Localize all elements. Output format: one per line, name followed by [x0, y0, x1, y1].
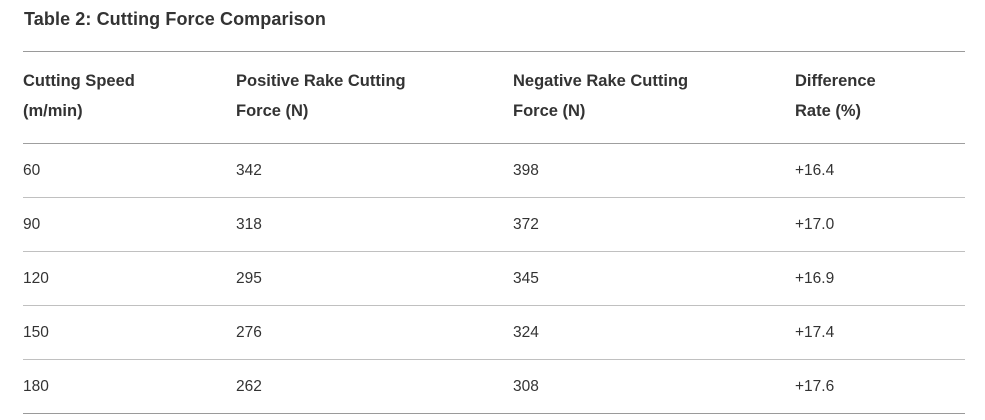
cell-cutting-speed: 120 [23, 251, 236, 306]
cutting-force-table: Cutting Speed (m/min) Positive Rake Cutt… [23, 51, 965, 414]
table-row: 150 276 324 +17.4 [23, 305, 965, 360]
page-title: Table 2: Cutting Force Comparison [24, 9, 326, 29]
cell-negative-force: 345 [513, 251, 795, 306]
cell-negative-force: 398 [513, 162, 539, 179]
cell-difference-rate: +16.4 [795, 162, 835, 179]
table-header-row: Cutting Speed (m/min) Positive Rake Cutt… [23, 51, 965, 144]
table-row: 120 295 345 +16.9 [23, 251, 965, 306]
table-body: 60 342 398 +16.4 90 318 372 +17.0 120 29… [23, 144, 965, 414]
cell-negative-force: 324 [513, 305, 795, 360]
header-cell-cutting-speed: Cutting Speed (m/min) [23, 51, 236, 144]
cell-cutting-speed: 90 [23, 197, 236, 252]
cell-difference-rate: +17.4 [795, 305, 965, 360]
cell-cutting-speed: 180 [23, 359, 236, 414]
header-cell-negative-rake: Negative Rake Cutting Force (N) [513, 51, 795, 144]
cell-negative-force: 372 [513, 197, 795, 252]
cell-positive-force: 295 [236, 251, 513, 306]
cell-difference-rate: +17.6 [795, 359, 965, 414]
cell-cutting-speed: 150 [23, 305, 236, 360]
table-row: 60 342 398 +16.4 [23, 144, 965, 198]
cell-positive-force: 276 [236, 305, 513, 360]
table-row: 90 318 372 +17.0 [23, 197, 965, 252]
cell-positive-force: 342 [236, 162, 262, 179]
header-cell-difference-rate: Difference Rate (%) [795, 51, 965, 144]
cell-positive-force: 318 [236, 197, 513, 252]
cell-cutting-speed: 60 [23, 162, 41, 179]
table-row: 180 262 308 +17.6 [23, 359, 965, 414]
cell-negative-force: 308 [513, 359, 795, 414]
header-cell-positive-rake: Positive Rake Cutting Force (N) [236, 51, 513, 144]
cell-positive-force: 262 [236, 359, 513, 414]
cell-difference-rate: +16.9 [795, 251, 965, 306]
table-header: Cutting Speed (m/min) Positive Rake Cutt… [23, 51, 965, 144]
cell-difference-rate: +17.0 [795, 197, 965, 252]
